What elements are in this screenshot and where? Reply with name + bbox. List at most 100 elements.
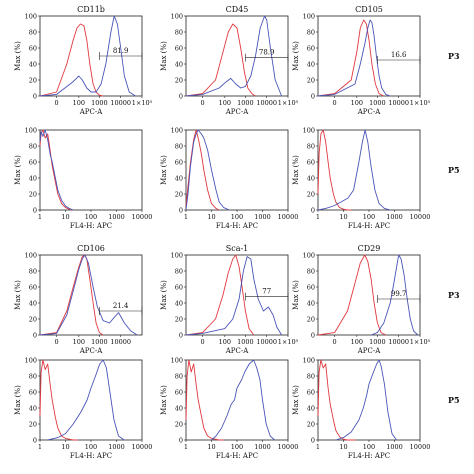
x-tick-label: 100 — [85, 213, 97, 221]
x-axis-label: APC-A — [357, 347, 381, 355]
x-axis-label: FL4-H: APC — [70, 452, 112, 460]
y-tick-label: 20 — [29, 191, 37, 199]
row-label: P3 — [448, 51, 460, 61]
y-axis-label: Max (%) — [14, 41, 22, 71]
x-tick-label: 100 — [73, 338, 85, 346]
y-tick-label: 0 — [179, 332, 183, 340]
y-tick-label: 100 — [303, 357, 315, 365]
y-tick-label: 40 — [175, 175, 183, 183]
x-tick-label: 1×10⁵ — [132, 99, 153, 107]
histogram-red-line — [39, 129, 74, 211]
y-tick-label: 60 — [175, 389, 183, 397]
x-tick-label: 1000 — [254, 213, 271, 221]
x-tick-label: 10 — [207, 213, 215, 221]
x-axis-label: FL4-H: APC — [348, 222, 390, 230]
y-tick-label: 60 — [307, 284, 315, 292]
y-tick-label: 60 — [29, 159, 37, 167]
y-tick-label: 40 — [29, 405, 37, 413]
plot-frame — [185, 129, 289, 211]
histogram-red-line — [185, 23, 256, 97]
histogram-panel-5: 0 20 40 60 80 100 Max (%) 1 10 100 1000 10000 FL4-H:… — [160, 127, 298, 231]
y-tick-label: 20 — [29, 316, 37, 324]
y-tick-label: 20 — [175, 191, 183, 199]
histogram-blue-line — [317, 19, 391, 97]
y-tick-label: 80 — [29, 268, 37, 276]
x-tick-label: 10 — [61, 443, 69, 451]
histogram-blue-line — [317, 129, 391, 211]
x-axis-label: FL4-H: APC — [216, 452, 258, 460]
x-tick-label: 10 — [61, 213, 69, 221]
histogram-red-line — [39, 254, 104, 336]
histogram-blue-line — [185, 15, 283, 97]
y-tick-label: 60 — [175, 45, 183, 53]
y-tick-label: 40 — [175, 61, 183, 69]
y-axis-label: Max (%) — [160, 280, 168, 310]
histogram-panel-7: CD106 0 20 40 60 80 100 Max (%) 0 100 1000 10000 APC… — [14, 244, 143, 355]
y-axis-label: Max (%) — [292, 385, 300, 415]
histogram-red-line — [185, 359, 224, 441]
x-tick-label: 1000 — [254, 443, 271, 451]
x-tick-label: 100 — [351, 338, 363, 346]
panel-title: CD106 — [77, 244, 105, 253]
histogram-blue-line — [47, 359, 125, 441]
y-axis-label: Max (%) — [292, 155, 300, 185]
y-tick-label: 40 — [29, 300, 37, 308]
x-tick-label: 10000 — [278, 213, 299, 221]
y-tick-label: 0 — [311, 207, 315, 215]
y-tick-label: 20 — [307, 421, 315, 429]
x-tick-label: 100 — [363, 443, 375, 451]
histogram-blue-line — [335, 359, 397, 441]
x-axis-label: FL4-H: APC — [348, 452, 390, 460]
gate-percentage-label: 77 — [262, 288, 271, 296]
histogram-red-line — [39, 23, 104, 97]
x-tick-label: 10 — [339, 443, 347, 451]
histogram-red-line — [317, 254, 387, 336]
x-tick-label: 0 — [201, 99, 205, 107]
y-axis-label: Max (%) — [160, 41, 168, 71]
y-tick-label: 40 — [307, 405, 315, 413]
y-tick-label: 80 — [29, 373, 37, 381]
x-tick-label: 1000 — [108, 213, 125, 221]
histogram-panel-4: 0 20 40 60 80 100 Max (%) 1 10 100 1000 10000 FL4-H:… — [14, 127, 152, 231]
y-tick-label: 20 — [29, 77, 37, 85]
x-tick-label: 10000 — [388, 99, 409, 107]
y-tick-label: 100 — [25, 127, 37, 135]
plot-frame — [39, 359, 143, 441]
histogram-panel-8: Sca-1 0 20 40 60 80 100 Max (%) 0 100 1000 10000 1×1… — [160, 244, 299, 355]
y-tick-label: 0 — [33, 437, 37, 445]
histogram-blue-line — [370, 254, 419, 336]
y-axis-label: Max (%) — [160, 385, 168, 415]
histogram-panel-11: 0 20 40 60 80 100 Max (%) 1 10 100 1000 10000 FL4-H:… — [160, 357, 298, 461]
plot-frame — [185, 254, 289, 336]
y-tick-label: 80 — [307, 29, 315, 37]
y-axis-label: Max (%) — [292, 41, 300, 71]
x-axis-label: FL4-H: APC — [216, 222, 258, 230]
x-axis-label: FL4-H: APC — [70, 222, 112, 230]
y-tick-label: 0 — [33, 93, 37, 101]
y-tick-label: 20 — [175, 316, 183, 324]
plot-frame — [317, 129, 421, 211]
x-tick-label: 1×10⁵ — [278, 338, 299, 346]
y-tick-label: 80 — [175, 29, 183, 37]
y-tick-label: 100 — [25, 13, 37, 21]
x-tick-label: 1 — [184, 213, 188, 221]
x-tick-label: 1×10⁵ — [410, 99, 431, 107]
x-tick-label: 1 — [38, 443, 42, 451]
y-tick-label: 80 — [175, 373, 183, 381]
x-tick-label: 10000 — [110, 99, 131, 107]
x-tick-label: 10000 — [256, 338, 277, 346]
x-axis-label: APC-A — [79, 347, 103, 355]
x-tick-label: 0 — [55, 338, 59, 346]
plot-frame — [185, 359, 289, 441]
histogram-panel-12: 0 20 40 60 80 100 Max (%) 1 10 100 1000 10000 FL4-H:… — [292, 357, 430, 461]
x-tick-label: 1000 — [369, 99, 386, 107]
x-axis-label: APC-A — [357, 108, 381, 116]
x-tick-label: 1000 — [108, 443, 125, 451]
x-tick-label: 100 — [231, 443, 243, 451]
histogram-red-line — [185, 254, 255, 336]
y-axis-label: Max (%) — [14, 385, 22, 415]
x-tick-label: 100 — [351, 99, 363, 107]
y-tick-label: 100 — [25, 357, 37, 365]
x-tick-label: 10000 — [388, 338, 409, 346]
